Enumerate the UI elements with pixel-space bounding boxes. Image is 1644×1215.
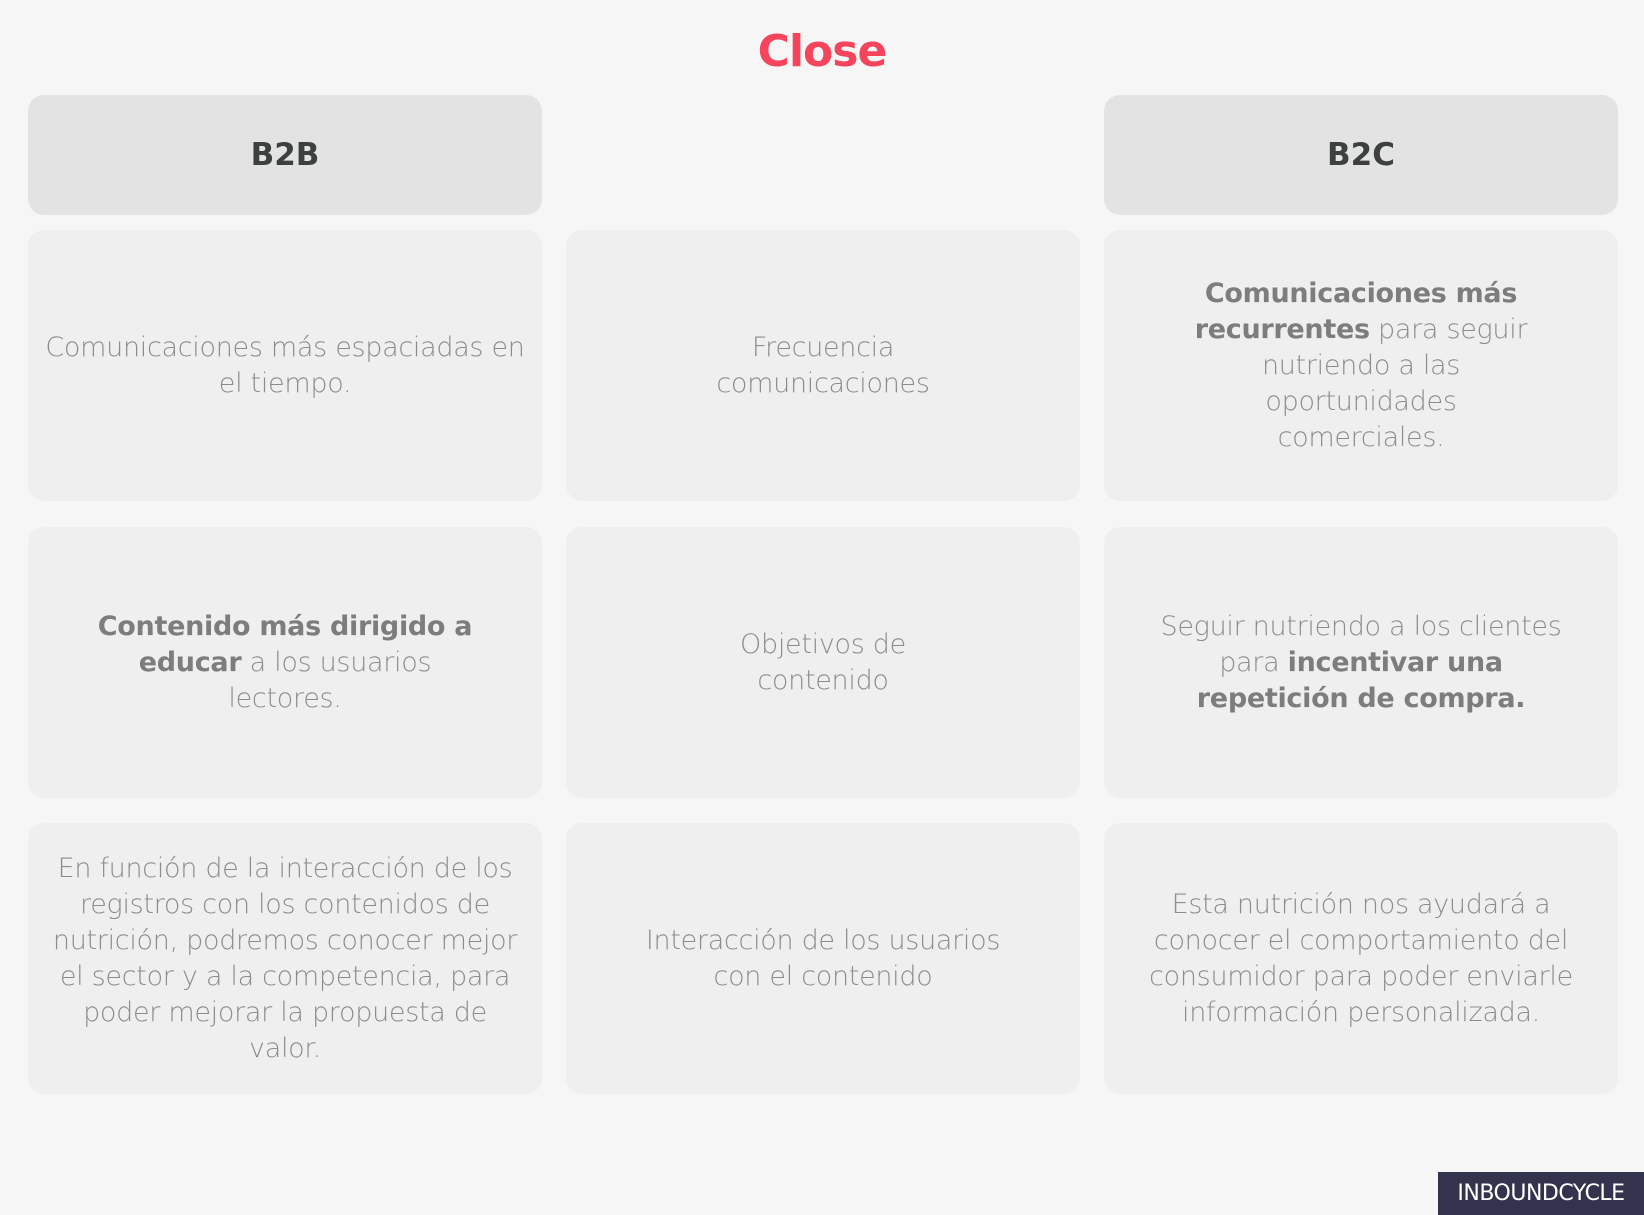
b2b-cell: En función de la interacción de los regi… bbox=[28, 823, 542, 1094]
text-segment: Comunicaciones más espaciadas en el tiem… bbox=[45, 331, 525, 399]
cell-text: Contenido más dirigido a educar a los us… bbox=[95, 609, 475, 717]
header-b2b: B2B bbox=[28, 95, 542, 215]
cell-text: Frecuencia comunicaciones bbox=[716, 331, 930, 399]
cell-text: Objetivos de contenido bbox=[740, 628, 906, 696]
emphasis-text: Comunicaciones más recurrentes bbox=[1194, 277, 1518, 345]
text-segment: para seguir nutriendo a las oportunidade… bbox=[1261, 313, 1528, 453]
cell-text: Interacción de los usuarios con el conte… bbox=[645, 924, 1001, 992]
text-segment: a los usuarios lectores. bbox=[228, 646, 432, 714]
b2c-cell: Comunicaciones más recurrentes para segu… bbox=[1104, 230, 1618, 501]
cell-text: Seguir nutriendo a los clientes para inc… bbox=[1141, 609, 1581, 717]
text-segment: Esta nutrición nos ayudará a conocer el … bbox=[1149, 888, 1573, 1028]
criterion-cell: Objetivos de contenido bbox=[566, 527, 1080, 798]
emphasis-text: incentivar una repetición de compra. bbox=[1196, 646, 1526, 714]
criterion-cell: Interacción de los usuarios con el conte… bbox=[566, 823, 1080, 1094]
text-segment: Seguir nutriendo a los clientes para bbox=[1160, 610, 1562, 678]
cell-text: Comunicaciones más espaciadas en el tiem… bbox=[44, 330, 526, 402]
emphasis-text: Contenido más dirigido a educar bbox=[97, 610, 473, 678]
cell-text: Esta nutrición nos ayudará a conocer el … bbox=[1146, 887, 1576, 1031]
page-title: Close bbox=[757, 26, 888, 77]
cell-text: En función de la interacción de los regi… bbox=[44, 851, 526, 1067]
inboundcycle-logo: INBOUNDCYCLE bbox=[1438, 1172, 1644, 1215]
b2c-cell: Esta nutrición nos ayudará a conocer el … bbox=[1104, 823, 1618, 1094]
cell-text: Comunicaciones más recurrentes para segu… bbox=[1181, 276, 1541, 456]
criterion-cell: Frecuencia comunicaciones bbox=[566, 230, 1080, 501]
b2b-cell: Contenido más dirigido a educar a los us… bbox=[28, 527, 542, 798]
header-b2c: B2C bbox=[1104, 95, 1618, 215]
text-segment: En función de la interacción de los regi… bbox=[52, 852, 518, 1064]
b2b-cell: Comunicaciones más espaciadas en el tiem… bbox=[28, 230, 542, 501]
b2c-cell: Seguir nutriendo a los clientes para inc… bbox=[1104, 527, 1618, 798]
